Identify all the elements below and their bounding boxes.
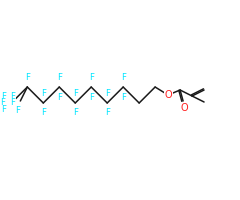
Text: F: F <box>1 92 6 101</box>
Text: F: F <box>15 106 20 115</box>
Text: F: F <box>10 92 15 101</box>
Text: F: F <box>89 73 94 82</box>
Text: F: F <box>57 93 62 102</box>
Text: F: F <box>73 89 78 98</box>
Text: F: F <box>0 98 5 107</box>
Text: F: F <box>25 73 30 82</box>
Text: F: F <box>121 93 126 102</box>
Text: O: O <box>180 103 188 113</box>
Text: F: F <box>57 73 62 82</box>
Text: F: F <box>41 89 46 98</box>
Text: F: F <box>105 89 110 98</box>
Text: F: F <box>105 108 110 117</box>
Text: F: F <box>10 98 15 107</box>
Text: F: F <box>1 105 6 114</box>
Text: F: F <box>89 93 94 102</box>
Text: F: F <box>73 108 78 117</box>
Text: F: F <box>41 108 46 117</box>
Text: F: F <box>121 73 126 82</box>
Text: O: O <box>164 90 172 100</box>
